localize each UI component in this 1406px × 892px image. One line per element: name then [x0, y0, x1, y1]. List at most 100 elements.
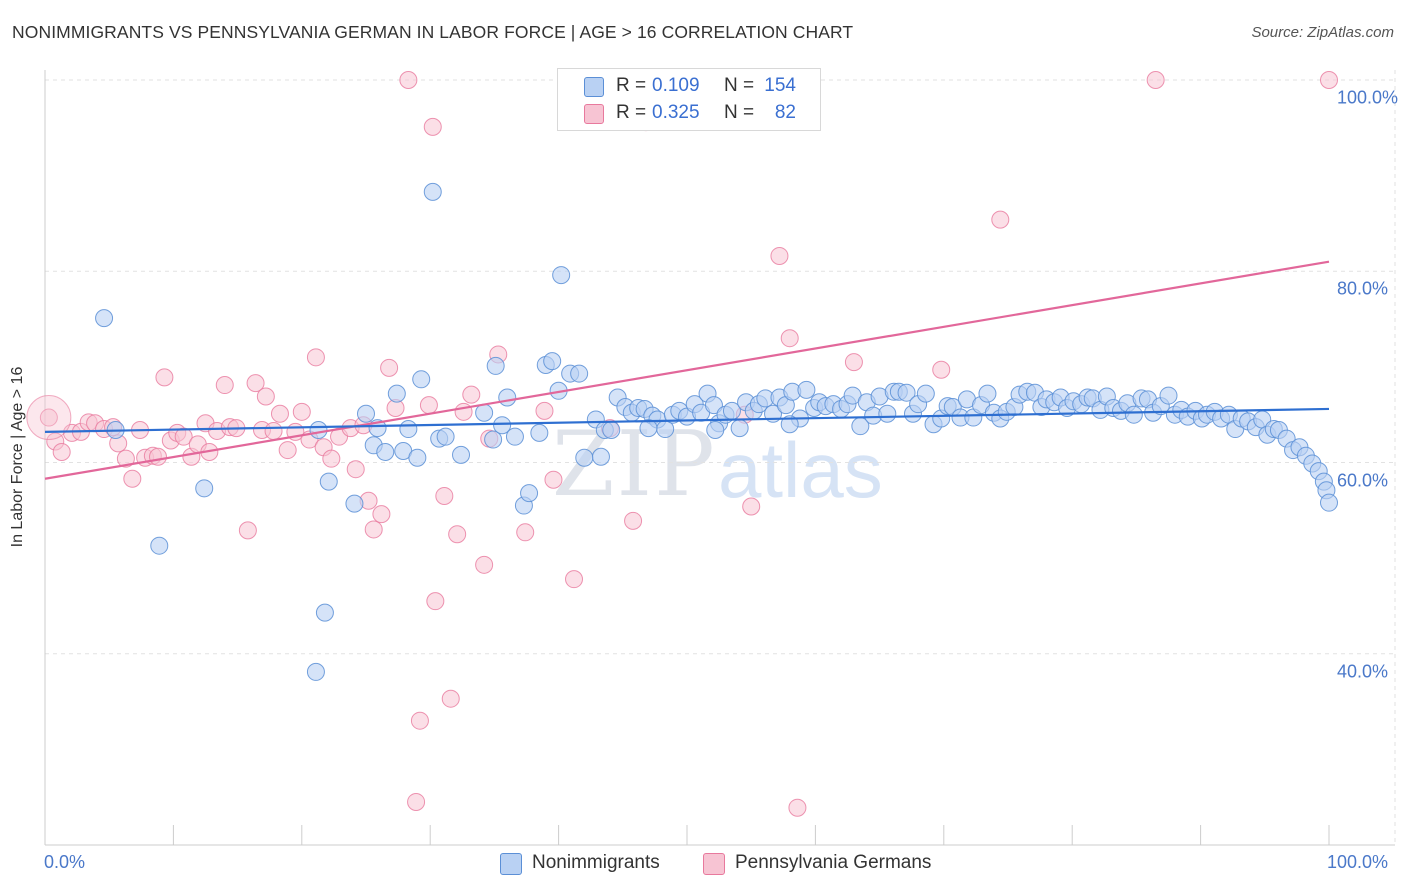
data-point-nonimmigrants	[484, 430, 503, 449]
source-label: Source: ZipAtlas.com	[1251, 24, 1394, 41]
data-point-pennsylvania-germans	[410, 711, 429, 730]
data-point-nonimmigrants	[704, 396, 723, 415]
data-point-pennsylvania-germans	[435, 486, 454, 505]
data-point-pennsylvania-germans	[292, 402, 311, 421]
legend-n-value: 82	[774, 102, 796, 123]
legend-swatch-pink	[703, 853, 725, 875]
trend-line-nonimmigrants	[44, 407, 1330, 433]
data-point-pennsylvania-germans	[148, 447, 167, 466]
legend-label: Nonimmigrants	[532, 852, 660, 873]
data-point-pennsylvania-germans	[932, 360, 951, 379]
legend-n-label: N =	[724, 75, 755, 96]
data-point-nonimmigrants	[376, 442, 395, 461]
data-point-nonimmigrants	[436, 427, 455, 446]
data-point-nonimmigrants	[897, 383, 916, 402]
data-point-pennsylvania-germans	[399, 71, 418, 89]
data-point-pennsylvania-germans	[256, 387, 275, 406]
trend-line-pennsylvania-germans	[44, 260, 1330, 480]
legend-row-nonimmigrants: R = 0.109 N = 154	[558, 73, 820, 99]
data-point-pennsylvania-germans	[238, 521, 257, 540]
data-point-nonimmigrants	[780, 415, 799, 434]
data-point-nonimmigrants	[319, 472, 338, 491]
x-tick-label-min: 0.0%	[44, 852, 86, 872]
correlation-legend: R = 0.109 N = 154 R = 0.325 N = 82	[557, 68, 821, 131]
data-point-nonimmigrants	[543, 352, 562, 371]
data-point-pennsylvania-germans	[991, 210, 1010, 229]
y-tick-label: 60.0%	[1337, 470, 1389, 490]
data-point-pennsylvania-germans	[123, 469, 142, 488]
data-point-pennsylvania-germans	[116, 449, 135, 468]
data-point-nonimmigrants	[306, 662, 325, 681]
data-point-pennsylvania-germans	[770, 246, 789, 265]
data-point-nonimmigrants	[315, 603, 334, 622]
data-point-nonimmigrants	[591, 447, 610, 466]
data-point-pennsylvania-germans	[516, 523, 535, 542]
data-point-nonimmigrants	[978, 384, 997, 403]
data-point-pennsylvania-germans	[426, 592, 445, 611]
data-point-pennsylvania-germans	[788, 798, 807, 817]
data-point-pennsylvania-germans	[264, 421, 283, 440]
data-point-pennsylvania-germans-large	[26, 395, 72, 441]
data-point-pennsylvania-germans	[246, 374, 265, 393]
data-point-nonimmigrants	[95, 309, 114, 328]
data-point-nonimmigrants	[475, 403, 494, 422]
series-pennsylvania-germans	[26, 71, 1338, 817]
data-point-pennsylvania-germans	[462, 385, 481, 404]
data-point-pennsylvania-germans	[544, 470, 563, 489]
data-point-nonimmigrants	[797, 380, 816, 399]
legend-r-label: R =	[616, 75, 647, 96]
data-point-nonimmigrants	[423, 182, 442, 201]
data-point-nonimmigrants	[505, 427, 524, 446]
data-point-nonimmigrants	[1159, 386, 1178, 405]
data-point-nonimmigrants	[1124, 405, 1143, 424]
legend-swatch-pink	[584, 104, 604, 124]
data-point-nonimmigrants	[309, 420, 328, 439]
y-tick-label: 100.0%	[1337, 87, 1399, 108]
data-point-nonimmigrants	[345, 494, 364, 513]
data-point-nonimmigrants	[493, 416, 512, 435]
legend-r-label: R =	[616, 102, 647, 123]
data-point-nonimmigrants	[399, 420, 418, 439]
data-point-pennsylvania-germans	[448, 525, 467, 544]
legend-r-value: 0.325	[652, 102, 700, 123]
legend-r-value: 0.109	[652, 75, 700, 96]
data-point-nonimmigrants	[602, 420, 621, 439]
data-point-pennsylvania-germans	[278, 441, 297, 460]
data-point-pennsylvania-germans	[1146, 71, 1165, 89]
data-point-pennsylvania-germans	[419, 396, 438, 415]
data-point-pennsylvania-germans	[1320, 71, 1338, 89]
data-point-nonimmigrants	[1320, 493, 1338, 512]
data-point-pennsylvania-germans	[441, 689, 460, 708]
legend-label: Pennsylvania Germans	[735, 852, 932, 873]
data-point-nonimmigrants	[530, 423, 549, 442]
data-point-pennsylvania-germans	[780, 329, 799, 348]
legend-n-value: 154	[764, 75, 796, 96]
data-point-pennsylvania-germans	[454, 402, 473, 421]
data-point-pennsylvania-germans	[565, 570, 584, 589]
data-point-pennsylvania-germans	[306, 348, 325, 367]
data-point-pennsylvania-germans	[322, 449, 341, 468]
data-point-nonimmigrants	[498, 388, 517, 407]
legend-swatch-blue	[500, 853, 522, 875]
data-point-pennsylvania-germans	[844, 353, 863, 372]
data-point-pennsylvania-germans	[215, 376, 234, 395]
data-point-nonimmigrants	[706, 420, 725, 439]
watermark-atlas: atlas	[718, 426, 883, 514]
data-point-pennsylvania-germans	[155, 368, 174, 387]
data-point-pennsylvania-germans	[39, 408, 58, 427]
data-point-nonimmigrants	[552, 266, 571, 285]
x-tick-label-max: 100.0%	[1327, 852, 1389, 872]
data-point-nonimmigrants	[730, 419, 749, 438]
data-point-pennsylvania-germans	[475, 555, 494, 574]
data-point-pennsylvania-germans	[535, 401, 554, 420]
y-tick-label: 80.0%	[1337, 278, 1389, 299]
data-point-pennsylvania-germans	[52, 442, 71, 461]
data-point-pennsylvania-germans	[624, 511, 643, 530]
data-point-nonimmigrants	[387, 384, 406, 403]
grid-lines	[45, 70, 1396, 845]
legend-row-pennsylvania-germans: R = 0.325 N = 82	[558, 100, 820, 126]
data-point-nonimmigrants	[408, 448, 427, 467]
data-point-nonimmigrants	[195, 479, 214, 498]
data-point-pennsylvania-germans	[742, 497, 761, 516]
